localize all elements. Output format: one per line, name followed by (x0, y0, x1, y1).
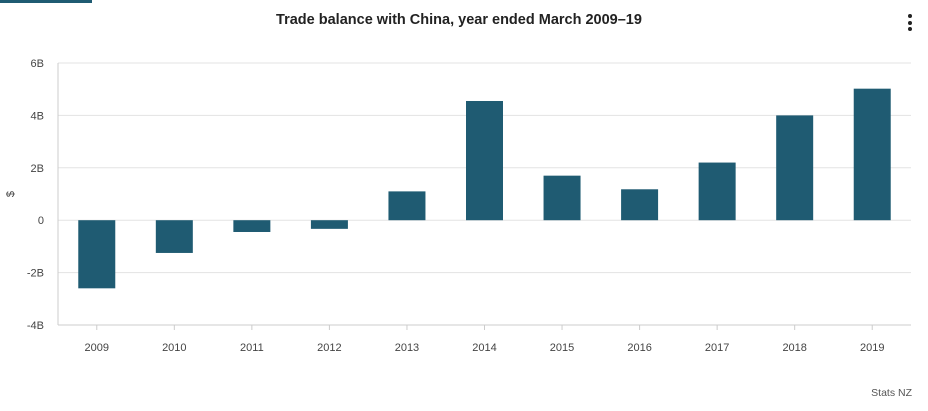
y-tick-label: 2B (31, 163, 44, 175)
bars (78, 88, 891, 289)
chart-title: Trade balance with China, year ended Mar… (276, 12, 642, 28)
bar-2018[interactable] (776, 115, 814, 221)
x-tick-label: 2019 (860, 342, 884, 354)
source-credit: Stats NZ (871, 387, 912, 399)
bar-2015[interactable] (543, 175, 581, 221)
y-tick-label: 4B (31, 110, 44, 122)
bar-2012[interactable] (310, 220, 348, 229)
bar-2009[interactable] (78, 220, 116, 289)
tick-labels: 6B 4B 2B 0 -2B -4B 2009 2010 2011 2012 2013 2014 201… (27, 58, 885, 354)
y-axis-label: $ (5, 191, 17, 197)
y-tick-label: 6B (31, 58, 44, 70)
x-tick-label: 2010 (162, 342, 186, 354)
bar-2014[interactable] (466, 100, 503, 221)
chart-menu-button[interactable] (900, 14, 920, 36)
bar-2013[interactable] (388, 191, 426, 221)
bar-2016[interactable] (621, 189, 659, 221)
x-tick-label: 2018 (782, 342, 806, 354)
bar-2017[interactable] (698, 162, 736, 221)
x-tick-label: 2009 (85, 342, 109, 354)
y-tick-label: -2B (27, 268, 44, 280)
x-tick-label: 2017 (705, 342, 729, 354)
bar-2010[interactable] (155, 220, 193, 253)
bar-2011[interactable] (233, 220, 271, 232)
x-tick-label: 2013 (395, 342, 419, 354)
x-tick-label: 2016 (627, 342, 651, 354)
axes (57, 63, 911, 330)
x-tick-label: 2015 (550, 342, 574, 354)
bar-2019[interactable] (853, 88, 891, 221)
x-tick-label: 2014 (472, 342, 496, 354)
y-tick-label: -4B (27, 320, 44, 332)
x-tick-label: 2011 (240, 342, 264, 354)
top-accent-bar (0, 0, 92, 3)
y-tick-label: 0 (38, 215, 44, 227)
x-tick-label: 2012 (317, 342, 341, 354)
